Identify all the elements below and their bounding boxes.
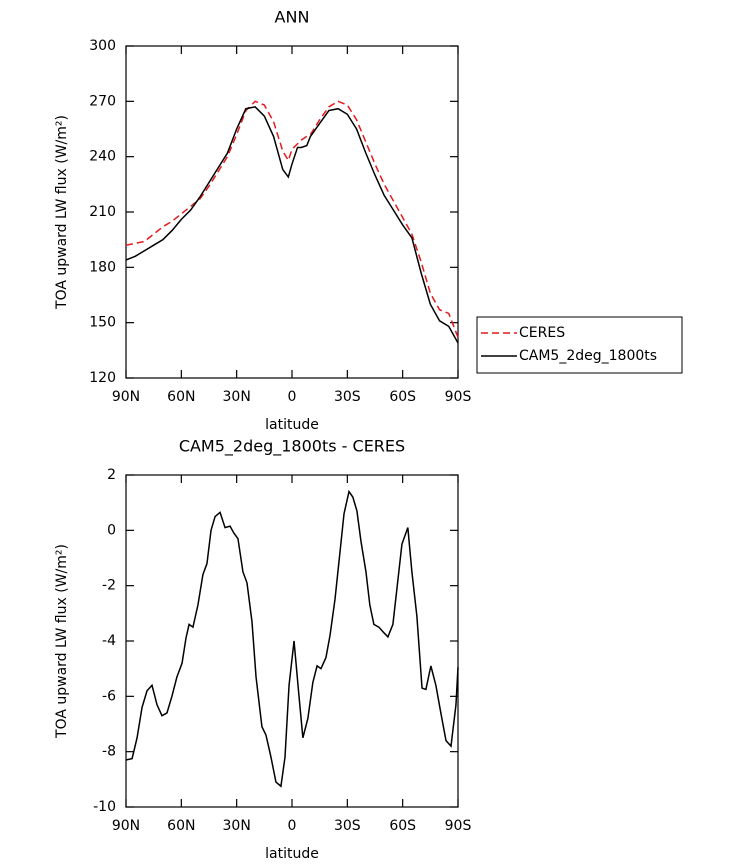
data-line bbox=[125, 489, 459, 788]
legend-box bbox=[476, 316, 683, 374]
x-tick-label: 60N bbox=[167, 818, 195, 834]
y-tick-label: 180 bbox=[89, 259, 116, 275]
x-axis-label: latitude bbox=[265, 417, 319, 433]
x-tick-label: 30S bbox=[334, 389, 361, 405]
plot-frame bbox=[125, 45, 459, 379]
y-axis-label: TOA upward LW flux (W/m²) bbox=[54, 544, 70, 739]
chart-title: ANN bbox=[275, 8, 310, 27]
x-axis-label: latitude bbox=[265, 846, 319, 862]
plot-frame bbox=[125, 474, 459, 808]
x-tick-label: 0 bbox=[288, 389, 297, 405]
y-tick-label: -4 bbox=[102, 633, 116, 649]
x-tick-label: 30N bbox=[223, 389, 251, 405]
y-tick-label: 300 bbox=[89, 38, 116, 54]
y-tick-label: 240 bbox=[89, 149, 116, 165]
y-tick-label: 210 bbox=[89, 204, 116, 220]
y-tick-label: 120 bbox=[89, 370, 116, 386]
x-tick-label: 60N bbox=[167, 389, 195, 405]
y-tick-label: 150 bbox=[89, 315, 116, 331]
x-tick-label: 60S bbox=[389, 818, 416, 834]
x-tick-label: 90S bbox=[445, 389, 472, 405]
legend-label: CERES bbox=[519, 325, 565, 341]
y-tick-label: 0 bbox=[107, 522, 116, 538]
y-tick-label: 270 bbox=[89, 93, 116, 109]
y-tick-label: -6 bbox=[102, 688, 116, 704]
x-tick-label: 0 bbox=[288, 818, 297, 834]
y-axis-label: TOA upward LW flux (W/m²) bbox=[54, 115, 70, 310]
x-tick-label: 60S bbox=[389, 389, 416, 405]
x-tick-label: 90N bbox=[112, 389, 140, 405]
data-line bbox=[125, 100, 459, 338]
y-tick-label: -2 bbox=[102, 578, 116, 594]
legend-label: CAM5_2deg_1800ts bbox=[519, 348, 657, 364]
x-tick-label: 90N bbox=[112, 818, 140, 834]
data-line bbox=[125, 106, 459, 344]
y-tick-label: 2 bbox=[107, 467, 116, 483]
x-tick-label: 90S bbox=[445, 818, 472, 834]
x-tick-label: 30S bbox=[334, 818, 361, 834]
x-tick-label: 30N bbox=[223, 818, 251, 834]
y-tick-label: -8 bbox=[102, 744, 116, 760]
y-tick-label: -10 bbox=[93, 799, 116, 815]
chart-title: CAM5_2deg_1800ts - CERES bbox=[179, 437, 405, 457]
